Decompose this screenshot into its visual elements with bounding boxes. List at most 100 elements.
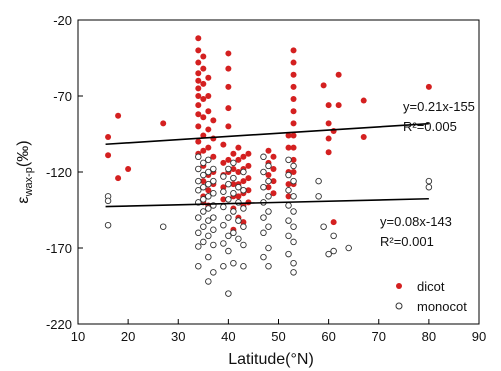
data-point-monocot [220,262,227,270]
data-point-dicot [285,132,292,139]
data-point-monocot [225,180,232,188]
data-point-monocot [290,223,297,230]
y-axis-title-symbol: ε [15,196,32,203]
data-point-monocot [210,190,217,197]
data-point-monocot [225,290,232,297]
data-point-monocot [104,197,112,205]
data-point-monocot [230,174,237,182]
data-point-monocot [240,205,247,212]
series-monocot [104,153,433,297]
data-point-dicot [360,97,367,104]
trendline-equation-monocot: y=0.08x-143 [380,214,452,229]
data-point-monocot [290,238,297,246]
data-point-monocot [200,208,207,215]
data-point-monocot [210,165,217,173]
data-point-monocot [235,217,242,224]
data-point-dicot [240,153,247,160]
data-point-monocot [230,190,237,197]
data-point-dicot [225,65,232,72]
data-point-monocot [290,259,297,267]
data-point-dicot [265,172,272,179]
data-point-dicot [270,190,277,197]
data-point-monocot [260,183,267,191]
trendline-monocot [105,197,429,208]
data-point-monocot [260,153,267,161]
x-tick-label: 50 [271,329,285,344]
data-point-monocot [290,177,297,185]
data-point-monocot [345,244,352,252]
data-point-dicot [290,156,297,163]
data-point-monocot [210,269,217,276]
data-point-dicot [160,120,167,127]
data-point-monocot [210,177,217,185]
data-point-monocot [225,214,232,221]
data-point-dicot [195,102,202,109]
data-point-dicot [225,156,232,163]
data-point-dicot [220,141,227,148]
data-point-monocot [290,162,297,170]
data-point-dicot [205,74,212,81]
data-point-monocot [200,238,207,246]
data-point-monocot [195,165,202,173]
data-point-dicot [205,144,212,151]
data-point-dicot [270,178,277,185]
data-point-monocot [220,203,227,211]
data-point-dicot [115,112,122,119]
data-point-monocot [205,253,212,261]
x-tick-label: 10 [71,329,85,344]
data-point-monocot [425,183,433,191]
data-point-monocot [290,269,297,276]
data-point-dicot [270,165,277,172]
data-point-dicot [285,181,292,188]
y-tick-label: -20 [53,13,72,28]
data-point-monocot [225,247,232,255]
data-point-monocot [205,156,212,164]
x-tick-label: 80 [422,329,436,344]
data-point-monocot [285,171,292,179]
data-point-dicot [200,132,207,139]
data-point-monocot [260,229,267,237]
data-point-monocot [265,208,272,215]
data-point-dicot [195,138,202,145]
data-point-monocot [260,214,267,221]
data-point-monocot [200,171,207,179]
data-point-dicot [200,80,207,87]
data-point-dicot [200,114,207,121]
data-point-dicot [235,156,242,163]
data-point-monocot [260,168,267,176]
data-point-dicot [290,71,297,78]
data-point-dicot [325,120,332,127]
data-point-dicot [290,144,297,151]
data-point-dicot [290,83,297,90]
data-point-monocot [230,259,237,267]
data-point-monocot [240,223,247,230]
data-point-monocot [195,229,202,237]
data-point-monocot [290,193,297,200]
data-point-monocot [240,168,247,176]
x-tick-label: 30 [171,329,185,344]
data-point-dicot [245,150,252,157]
y-axis-title-unit: (‰) [15,140,32,167]
data-point-monocot [225,165,232,173]
data-point-monocot [325,250,332,258]
x-axis-title: Latitude(°N) [228,351,314,368]
data-point-monocot [210,241,217,249]
data-point-monocot [285,156,292,164]
data-point-monocot [195,186,202,194]
data-point-dicot [225,83,232,90]
data-point-monocot [200,223,207,230]
x-tick-label: 70 [372,329,386,344]
y-tick-label: -70 [53,89,72,104]
data-point-dicot [195,123,202,130]
data-point-monocot [205,217,212,224]
trendline-r2-dicot: R²=0.005 [403,119,457,134]
data-point-dicot [200,65,207,72]
data-point-dicot [200,178,207,185]
y-axis-title: εwax-p(‰) [15,140,35,203]
legend-label-dicot: dicot [417,279,445,294]
data-point-dicot [235,144,242,151]
data-point-dicot [195,59,202,66]
data-point-dicot [220,159,227,166]
data-point-dicot [290,120,297,127]
